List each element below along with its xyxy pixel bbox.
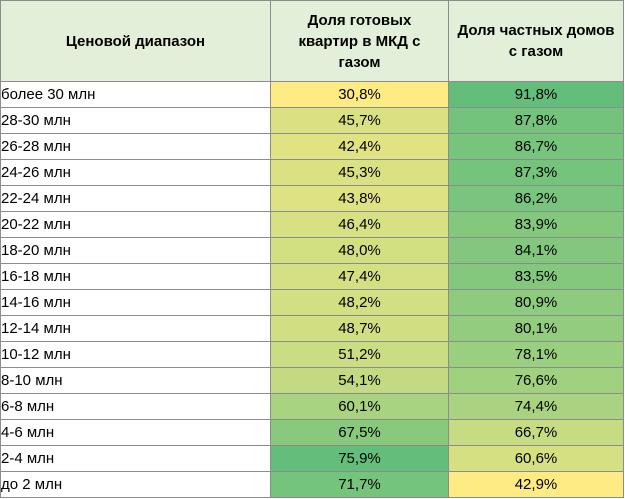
table-body: более 30 млн 30,8% 91,8% 28-30 млн 45,7% 87,8… [0,81,624,498]
apartments-gas-share-cell: 43,8% [270,185,449,212]
apartments-gas-share-cell: 46,4% [270,211,449,238]
apartments-gas-share-cell: 54,1% [270,367,449,394]
apartments-gas-share-cell: 45,7% [270,107,449,134]
price-range-cell: 20-22 млн [0,211,271,238]
houses-gas-share-cell: 84,1% [448,237,624,264]
apartments-gas-share-cell: 30,8% [270,81,449,108]
houses-gas-share-cell: 83,9% [448,211,624,238]
table-row: 20-22 млн 46,4% 83,9% [0,211,624,238]
apartments-gas-share-cell: 48,0% [270,237,449,264]
table-row: 12-14 млн 48,7% 80,1% [0,315,624,342]
table-row: 8-10 млн 54,1% 76,6% [0,367,624,394]
houses-gas-share-cell: 80,9% [448,289,624,316]
price-range-cell: 24-26 млн [0,159,271,186]
table-row: 4-6 млн 67,5% 66,7% [0,419,624,446]
apartments-gas-share-cell: 45,3% [270,159,449,186]
apartments-gas-share-cell: 42,4% [270,133,449,160]
header-price-range-text: Ценовой диапазон [65,32,206,50]
price-range-cell: до 2 млн [0,471,271,498]
houses-gas-share-cell: 86,7% [448,133,624,160]
header-apartments-gas-text: Доля готовых квартир в МКД с газом [298,11,421,71]
houses-gas-share-cell: 60,6% [448,445,624,472]
apartments-gas-share-cell: 51,2% [270,341,449,368]
table-row: 28-30 млн 45,7% 87,8% [0,107,624,134]
houses-gas-share-cell: 83,5% [448,263,624,290]
price-range-cell: 14-16 млн [0,289,271,316]
price-range-cell: 10-12 млн [0,341,271,368]
houses-gas-share-cell: 66,7% [448,419,624,446]
price-range-cell: 6-8 млн [0,393,271,420]
houses-gas-share-cell: 76,6% [448,367,624,394]
price-range-cell: 4-6 млн [0,419,271,446]
table-row: 26-28 млн 42,4% 86,7% [0,133,624,160]
apartments-gas-share-cell: 48,7% [270,315,449,342]
price-range-cell: 18-20 млн [0,237,271,264]
header-price-range: Ценовой диапазон [0,0,271,82]
header-row: Ценовой диапазон Доля готовых квартир в … [0,0,624,82]
table-row: 2-4 млн 75,9% 60,6% [0,445,624,472]
apartments-gas-share-cell: 75,9% [270,445,449,472]
price-range-cell: 2-4 млн [0,445,271,472]
houses-gas-share-cell: 91,8% [448,81,624,108]
houses-gas-share-cell: 80,1% [448,315,624,342]
table-row: 18-20 млн 48,0% 84,1% [0,237,624,264]
price-range-cell: более 30 млн [0,81,271,108]
apartments-gas-share-cell: 47,4% [270,263,449,290]
apartments-gas-share-cell: 71,7% [270,471,449,498]
apartments-gas-share-cell: 48,2% [270,289,449,316]
header-houses-gas: Доля частных домов с газом [448,0,624,82]
apartments-gas-share-cell: 67,5% [270,419,449,446]
table-row: 6-8 млн 60,1% 74,4% [0,393,624,420]
price-range-cell: 8-10 млн [0,367,271,394]
price-range-cell: 12-14 млн [0,315,271,342]
price-range-cell: 26-28 млн [0,133,271,160]
table-row: 22-24 млн 43,8% 86,2% [0,185,624,212]
apartments-gas-share-cell: 60,1% [270,393,449,420]
price-range-cell: 28-30 млн [0,107,271,134]
header-houses-gas-text: Доля частных домов с газом [457,22,615,60]
header-apartments-gas: Доля готовых квартир в МКД с газом [270,0,449,82]
houses-gas-share-cell: 86,2% [448,185,624,212]
houses-gas-share-cell: 42,9% [448,471,624,498]
houses-gas-share-cell: 87,8% [448,107,624,134]
table-row: 14-16 млн 48,2% 80,9% [0,289,624,316]
houses-gas-share-cell: 87,3% [448,159,624,186]
houses-gas-share-cell: 74,4% [448,393,624,420]
table-row: 24-26 млн 45,3% 87,3% [0,159,624,186]
table-row: до 2 млн 71,7% 42,9% [0,471,624,498]
table-row: 10-12 млн 51,2% 78,1% [0,341,624,368]
houses-gas-share-cell: 78,1% [448,341,624,368]
table-row: более 30 млн 30,8% 91,8% [0,81,624,108]
price-range-cell: 22-24 млн [0,185,271,212]
table-row: 16-18 млн 47,4% 83,5% [0,263,624,290]
price-range-cell: 16-18 млн [0,263,271,290]
